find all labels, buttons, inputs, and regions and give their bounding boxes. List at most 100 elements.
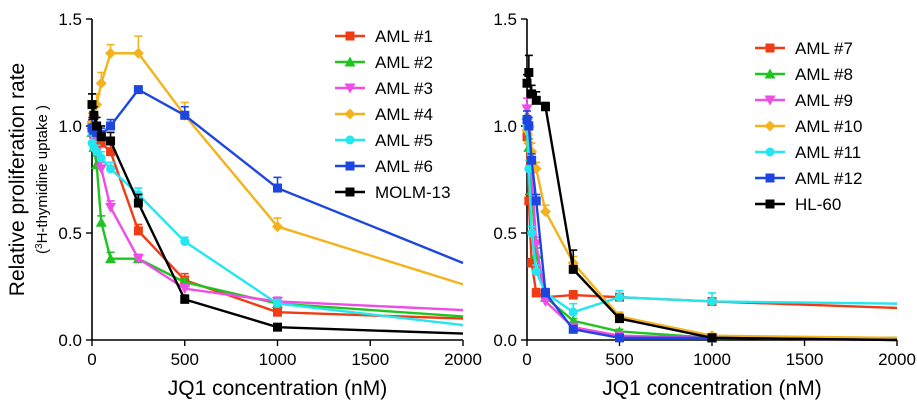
data-point: [179, 284, 191, 295]
data-point: [615, 333, 624, 343]
data-point: [92, 127, 102, 137]
x-axis-label: JQ1 concentration (nM): [168, 377, 387, 400]
y-tick-label: 0.0: [493, 331, 517, 350]
data-point: [96, 132, 106, 142]
series-molm-13: [87, 93, 464, 335]
legend-label: AML #1: [375, 27, 433, 46]
data-point: [133, 198, 143, 208]
legend-item: AML #12: [755, 169, 862, 188]
data-point: [615, 292, 624, 302]
data-point: [132, 254, 144, 265]
y-tick-label: 1.0: [58, 117, 82, 136]
x-tick-label: 0: [522, 350, 531, 369]
legend-label: AML #9: [795, 91, 853, 110]
legend-marker: [345, 187, 355, 197]
x-tick-label: 1000: [693, 350, 731, 369]
x-axis-label: JQ1 concentration (nM): [602, 377, 821, 400]
y-tick-label: 1.0: [493, 117, 517, 136]
legend-marker: [345, 135, 355, 145]
y-tick-label: 0.5: [493, 224, 517, 243]
data-point: [527, 89, 537, 99]
data-point: [106, 147, 116, 157]
data-point: [106, 136, 116, 146]
data-point: [105, 47, 117, 59]
legend-item: MOLM-13: [335, 183, 451, 202]
data-point: [541, 288, 550, 298]
data-point: [106, 121, 116, 131]
data-point: [272, 221, 283, 233]
series-line: [525, 136, 898, 310]
data-point: [87, 100, 97, 110]
legend-marker: [765, 147, 775, 157]
legend-item: AML #9: [755, 91, 853, 110]
data-point: [105, 202, 117, 213]
legend-marker: [344, 108, 356, 120]
y-tick-label: 0.0: [58, 331, 82, 350]
data-point: [531, 267, 541, 277]
legend-label: AML #7: [795, 39, 853, 58]
data-point: [180, 110, 190, 120]
data-point: [92, 121, 102, 131]
data-point: [95, 164, 107, 175]
x-tick-label: 1500: [351, 350, 389, 369]
data-point: [540, 206, 551, 218]
data-point: [568, 264, 578, 274]
legend-label: AML #2: [375, 53, 433, 72]
data-point: [524, 164, 534, 174]
data-point: [133, 226, 143, 236]
data-point: [527, 258, 537, 268]
legend-label: AML #10: [795, 117, 862, 136]
legend-label: AML #11: [795, 143, 861, 162]
x-tick-label: 0: [87, 350, 96, 369]
data-point: [106, 164, 116, 174]
data-point: [707, 333, 717, 343]
data-point: [132, 47, 144, 59]
series-aml-3: [86, 123, 464, 312]
data-point: [524, 121, 534, 131]
legend-item: HL-60: [755, 195, 841, 214]
data-point: [615, 314, 624, 324]
legend-marker: [345, 161, 355, 171]
legend-marker: [765, 43, 775, 53]
data-point: [522, 115, 532, 125]
y-tick-label: 1.5: [58, 10, 82, 29]
series-aml-12: [522, 110, 898, 343]
y-axis-sublabel: (3H-thymidine uptake ): [34, 105, 52, 254]
legend-marker: [765, 199, 775, 209]
legend-item: AML #8: [755, 65, 853, 84]
legend-marker: [345, 31, 355, 41]
legend-item: AML #1: [335, 27, 433, 46]
legend-label: AML #8: [795, 65, 853, 84]
data-point: [568, 307, 578, 317]
data-point: [524, 68, 534, 77]
data-point: [273, 322, 282, 332]
chart-panel-1: 0 500 1000 1500 2000 0.0 0.5 1.0 1.5 JQ1 concentr…: [6, 10, 482, 400]
data-point: [707, 296, 717, 306]
legend-label: AML #6: [375, 157, 433, 176]
legend-marker: [764, 95, 776, 106]
legend-item: AML #11: [755, 143, 861, 162]
data-point: [96, 138, 106, 148]
data-point: [541, 102, 550, 112]
data-point: [531, 196, 541, 206]
data-point: [133, 85, 143, 95]
x-tick-label: 2000: [444, 350, 482, 369]
legend-item: AML #4: [335, 105, 433, 124]
x-tick-label: 1500: [786, 350, 824, 369]
data-point: [522, 78, 532, 88]
series-aml-2: [86, 123, 464, 318]
legend-item: AML #6: [335, 157, 433, 176]
data-point: [540, 296, 551, 307]
data-point: [568, 324, 578, 334]
legend-marker: [344, 83, 356, 94]
data-point: [180, 237, 190, 247]
data-point: [273, 307, 282, 317]
data-point: [273, 299, 282, 309]
x-tick-label: 1000: [259, 350, 297, 369]
series-aml-5: [87, 133, 464, 327]
legend-label: AML #4: [375, 105, 433, 124]
x-tick-label: 500: [605, 350, 633, 369]
y-tick-label: 1.5: [493, 10, 517, 29]
